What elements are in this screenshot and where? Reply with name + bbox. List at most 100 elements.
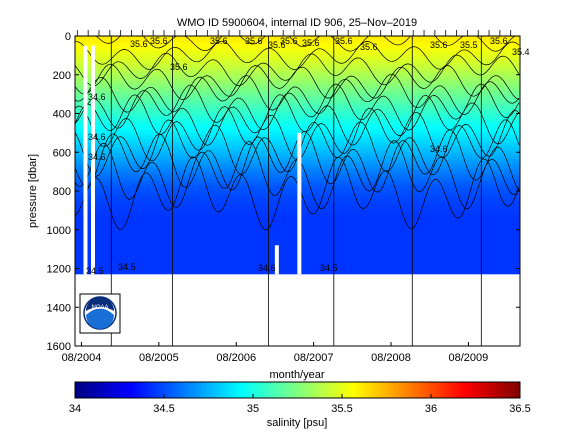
- colorbar: 34 34.5 35 35.5 36 36.5 salinity [psu]: [69, 381, 531, 429]
- salinity-band: [75, 37, 520, 41]
- y-axis-title: pressure [dbar]: [27, 154, 39, 228]
- salinity-band: [75, 39, 520, 43]
- colorbar-label: salinity [psu]: [267, 417, 328, 429]
- chart-title: WMO ID 5900604, internal ID 906, 25–Nov–…: [177, 17, 417, 29]
- salinity-contours: [75, 36, 520, 231]
- profile-gap: [90, 45, 95, 275]
- salinity-band: [75, 82, 520, 86]
- contour-label: 34.6: [88, 132, 106, 142]
- salinity-band: [75, 121, 520, 124]
- salinity-band: [75, 127, 520, 130]
- salinity-band: [75, 68, 520, 72]
- salinity-band: [75, 88, 520, 91]
- profile-gap: [297, 132, 302, 275]
- contour-label: 34.6: [88, 92, 106, 102]
- contour-label: 34.5: [118, 262, 136, 272]
- contour-label: 35.6: [245, 36, 263, 46]
- salinity-band: [75, 43, 520, 47]
- colorbar-tick-label: 34: [69, 403, 81, 415]
- salinity-band: [75, 96, 520, 99]
- y-axis: 0 200 400 600 800 1000 1200 1400 1600: [47, 31, 520, 353]
- y-tick-label: 1000: [47, 225, 71, 237]
- x-tick-label: 08/2004: [62, 352, 102, 364]
- salinity-band: [75, 57, 520, 60]
- contour-label: 35.6: [210, 36, 228, 46]
- contour-line: [75, 36, 516, 52]
- x-axis-title: month/year: [269, 369, 324, 381]
- contour-label: 35.6: [280, 36, 298, 46]
- contour-line: [75, 156, 520, 231]
- contour-label: 35.6: [268, 40, 286, 50]
- contour-label: 35.6: [302, 38, 320, 48]
- salinity-band: [75, 53, 520, 56]
- y-tick-label: 0: [65, 31, 71, 43]
- x-tick-label: 08/2009: [449, 352, 489, 364]
- salinity-band: [75, 76, 520, 80]
- salinity-band: [75, 45, 520, 49]
- salinity-band: [75, 125, 520, 128]
- salinity-band: [75, 61, 520, 64]
- contour-label: 35.6: [490, 36, 508, 46]
- colorbar-ticks: 34 34.5 35 35.5 36 36.5: [69, 394, 531, 415]
- x-axis: 08/2004 08/2005 08/2006 08/2007 08/2008 08/20…: [62, 342, 489, 364]
- contour-label: 35.5: [460, 40, 478, 50]
- contour-label: 35.6: [335, 36, 353, 46]
- contour-label: 34.6: [430, 144, 448, 154]
- contour-labels: 35.6 35.6 35.6 35.6 35.635.6 35.6 35.635.6 35.6…: [86, 36, 530, 276]
- salinity-band: [75, 70, 520, 74]
- contour-label: 35.6: [170, 62, 188, 72]
- salinity-band: [75, 41, 520, 45]
- salinity-band: [75, 119, 520, 122]
- salinity-band: [75, 109, 520, 113]
- contour-label: 34.6: [88, 152, 106, 162]
- contour-label: 34.6: [258, 263, 276, 273]
- contour-line: [75, 94, 520, 146]
- contour-label: 35.6: [150, 36, 168, 46]
- contour-label: 35.6: [430, 40, 448, 50]
- salinity-band: [75, 98, 520, 101]
- noaa-logo: NOAA: [79, 293, 121, 334]
- contour-line: [75, 73, 520, 116]
- salinity-band: [75, 92, 520, 95]
- colorbar-bar: [74, 381, 521, 399]
- contour-line: [75, 129, 520, 193]
- salinity-band: [75, 105, 520, 109]
- salinity-band: [75, 47, 520, 51]
- x-tick-label: 08/2006: [216, 352, 256, 364]
- salinity-band: [75, 63, 520, 66]
- salinity-band: [75, 49, 520, 53]
- data-gaps: [75, 45, 520, 346]
- contour-label: 35.6: [130, 39, 148, 49]
- salinity-band: [75, 103, 520, 107]
- y-tick-label: 600: [53, 147, 71, 159]
- salinity-band: [75, 72, 520, 76]
- salinity-band: [75, 51, 520, 55]
- salinity-band: [75, 84, 520, 87]
- colorbar-tick-label: 34.5: [153, 403, 174, 415]
- salinity-band: [75, 80, 520, 84]
- salinity-band: [75, 55, 520, 58]
- profile-gap: [274, 245, 279, 275]
- colorbar-tick-label: 35: [247, 403, 259, 415]
- contour-label: 34.5: [320, 263, 338, 273]
- salinity-band: [75, 94, 520, 97]
- salinity-band: [75, 130, 520, 134]
- salinity-band: [75, 90, 520, 93]
- contour-line: [75, 140, 520, 210]
- colorbar-tick-label: 35.5: [331, 403, 352, 415]
- logo-text: NOAA: [91, 305, 108, 311]
- contour-label: 35.6: [360, 42, 378, 52]
- colorbar-tick-label: 36.5: [509, 403, 530, 415]
- logo-wave: [86, 308, 114, 329]
- salinity-band: [75, 129, 520, 132]
- contour-line: [75, 119, 520, 177]
- salinity-section-plot: [75, 36, 520, 346]
- salinity-band: [75, 78, 520, 82]
- profile-ticks: [76, 30, 512, 36]
- y-tick-label: 1400: [47, 302, 71, 314]
- no-data-region: [75, 274, 520, 346]
- salinity-band: [75, 111, 520, 115]
- x-tick-label: 08/2007: [294, 352, 334, 364]
- contour-label: 35.4: [512, 47, 530, 57]
